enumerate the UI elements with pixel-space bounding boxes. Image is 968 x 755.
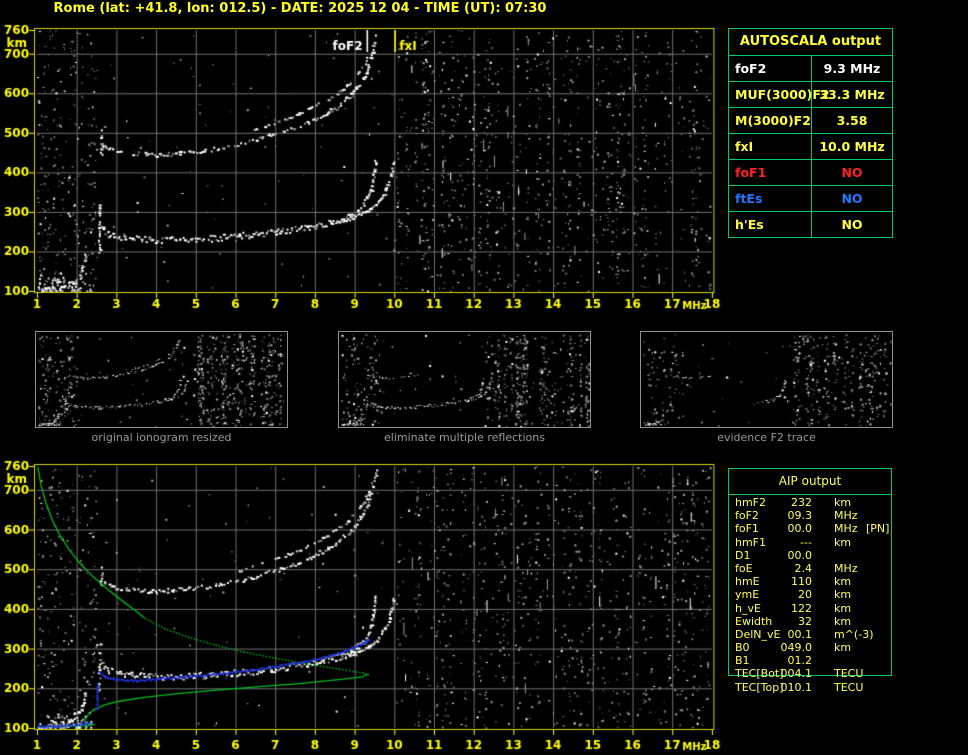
aip-param-value: 232 — [791, 496, 812, 509]
autoscala-row-value: NO — [841, 191, 863, 206]
thumbnail-caption-original: original ionogram resized — [91, 431, 232, 444]
aip-param-value: 2.4 — [794, 561, 813, 575]
aip-param-unit: MHz — [834, 522, 858, 536]
aip-param-name: hmF1 — [735, 535, 767, 549]
autoscala-row-label: MUF(3000)F2 — [729, 82, 830, 107]
autoscala-row-MUF(3000)F2: MUF(3000)F2 33.3 MHz — [729, 82, 892, 108]
aip-table-rows: hmF2 232 km foF2 09.3 MHz foF1 00.0 MHz [PN] hmF1 -… — [735, 496, 910, 694]
autoscala-row-fxI: fxI 10.0 MHz — [729, 134, 892, 160]
aip-param-value: 20 — [798, 588, 812, 602]
aip-param-unit: TECU — [834, 667, 864, 681]
autoscala-row-value: 33.3 MHz — [819, 87, 885, 102]
report-title: Rome (lat: +41.8, lon: 012.5) - DATE: 20… — [53, 1, 547, 16]
autoscala-row-label: foF1 — [729, 160, 812, 185]
aip-param-value: --- — [800, 535, 812, 549]
aip-param-unit: km — [834, 535, 852, 549]
thumbnail-caption-f2trace: evidence F2 trace — [717, 431, 816, 444]
aip-param-name: foF2 — [735, 509, 759, 523]
autoscala-row-value: 9.3 MHz — [823, 61, 881, 76]
aip-table-header: AIP output — [729, 469, 891, 495]
aip-param-name: foE — [735, 561, 753, 575]
aip-param-unit: km — [834, 496, 852, 509]
thumbnail-caption-reflections: eliminate multiple reflections — [384, 431, 545, 444]
aip-param-name: TEC[Bot] — [735, 667, 784, 681]
aip-param-name: foF1 — [735, 522, 759, 536]
autoscala-row-value: 10.0 MHz — [819, 139, 885, 154]
thumbnail-eliminate-reflections — [338, 331, 591, 428]
bottom-ionogram-canvas — [0, 455, 730, 755]
aip-param-name: h_vE — [735, 601, 761, 615]
aip-param-value: 00.1 — [787, 627, 813, 641]
autoscala-row-label: ftEs — [729, 186, 812, 211]
aip-row-ymE: ymE 20 km — [735, 588, 910, 601]
aip-row-hmF1: hmF1 --- km — [735, 536, 910, 549]
autoscala-row-ftEs: ftEs NO — [729, 186, 892, 212]
aip-row-foF1: foF1 00.0 MHz [PN] — [735, 522, 910, 535]
aip-row-hmE: hmE 110 km — [735, 575, 910, 588]
aip-param-name: hmF2 — [735, 496, 767, 509]
autoscala-table-rows: foF2 9.3 MHz MUF(3000)F2 33.3 MHz M(3000)F2 3… — [729, 56, 892, 237]
aip-param-value: 00.0 — [787, 548, 813, 562]
autoscala-row-value: 3.58 — [836, 113, 868, 128]
autoscala-row-value: NO — [841, 165, 863, 180]
aip-param-value: 010.1 — [780, 680, 813, 694]
aip-row-hmF2: hmF2 232 km — [735, 496, 910, 509]
aip-row-B1: B1 01.2 — [735, 654, 910, 667]
aip-row-B0: B0 049.0 km — [735, 641, 910, 654]
aip-param-unit: km — [834, 575, 852, 589]
aip-param-name: Ewidth — [735, 614, 773, 628]
aip-param-note: [PN] — [866, 522, 890, 536]
aip-param-unit: km — [834, 588, 852, 602]
aip-row-TEC[Top]: TEC[Top] 010.1 TECU — [735, 681, 910, 694]
top-ionogram-canvas — [0, 20, 730, 316]
aip-param-value: 01.2 — [787, 654, 813, 668]
autoscala-output-table: AUTOSCALA output foF2 9.3 MHz MUF(3000)F2 3… — [728, 28, 893, 238]
aip-param-value: 09.3 — [787, 509, 813, 523]
autoscala-row-label: fxI — [729, 134, 812, 159]
aip-param-unit: MHz — [834, 561, 858, 575]
autoscala-row-foF1: foF1 NO — [729, 160, 892, 186]
aip-output-box: AIP output — [728, 468, 892, 676]
autoscala-row-label: foF2 — [729, 56, 812, 81]
autoscala-row-label: h'Es — [729, 212, 812, 237]
aip-param-name: TEC[Top] — [735, 680, 784, 694]
aip-param-value: 049.0 — [780, 641, 813, 655]
aip-param-unit: MHz — [834, 509, 858, 523]
aip-param-unit: km — [834, 641, 852, 655]
aip-param-value: 110 — [791, 575, 812, 589]
aip-param-value: 00.0 — [787, 522, 813, 536]
aip-row-D1: D1 00.0 — [735, 549, 910, 562]
aip-param-name: ymE — [735, 588, 760, 602]
aip-param-value: 004.1 — [780, 667, 813, 681]
aip-row-h_vE: h_vE 122 km — [735, 602, 910, 615]
autoscala-row-M(3000)F2: M(3000)F2 3.58 — [729, 108, 892, 134]
autoscala-row-value: NO — [841, 217, 863, 232]
aip-param-name: D1 — [735, 548, 751, 562]
aip-row-Ewidth: Ewidth 32 km — [735, 615, 910, 628]
aip-param-name: B0 — [735, 641, 750, 655]
aip-row-foE: foE 2.4 MHz — [735, 562, 910, 575]
aip-param-unit: TECU — [834, 680, 864, 694]
aip-param-unit: km — [834, 601, 852, 615]
autoscala-row-label: M(3000)F2 — [729, 108, 812, 133]
aip-param-name: B1 — [735, 654, 750, 668]
aip-param-name: DelN_vE — [735, 627, 781, 641]
aip-param-unit: m^(-3) — [834, 627, 874, 641]
aip-param-value: 122 — [791, 601, 812, 615]
autoscala-row-h'Es: h'Es NO — [729, 212, 892, 237]
aip-row-DelN_vE: DelN_vE 00.1 m^(-3) — [735, 628, 910, 641]
autoscala-table-header: AUTOSCALA output — [729, 29, 892, 56]
thumbnail-evidence-f2-trace — [640, 331, 893, 428]
autoscala-row-foF2: foF2 9.3 MHz — [729, 56, 892, 82]
aip-row-foF2: foF2 09.3 MHz — [735, 509, 910, 522]
aip-param-unit: km — [834, 614, 852, 628]
aip-param-value: 32 — [798, 614, 812, 628]
aip-param-name: hmE — [735, 575, 760, 589]
thumbnail-original-ionogram — [35, 331, 288, 428]
aip-row-TEC[Bot]: TEC[Bot] 004.1 TECU — [735, 667, 910, 680]
